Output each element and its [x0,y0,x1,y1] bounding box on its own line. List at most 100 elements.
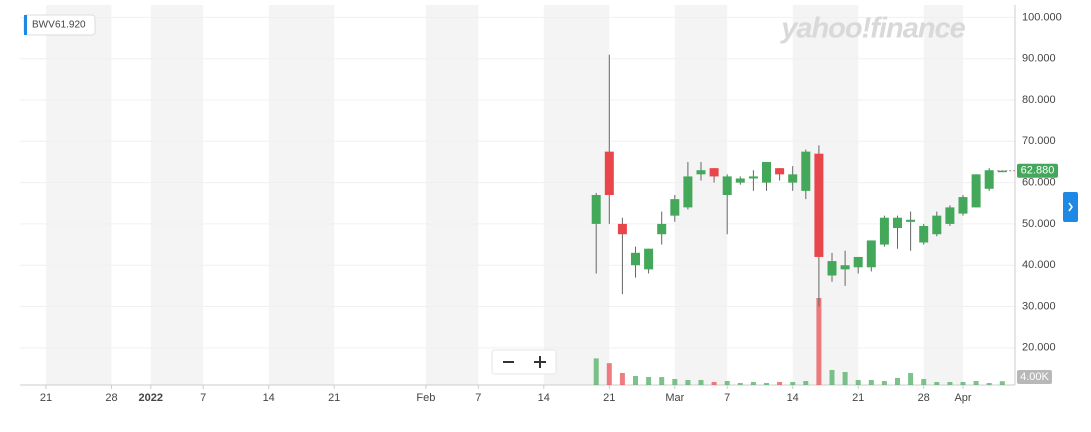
band [268,5,335,385]
x-tick-label: 7 [200,392,206,404]
scroll-right[interactable] [1063,192,1078,222]
volume-bar [895,377,900,385]
scroll-right-icon[interactable] [1068,202,1073,212]
volume-bar [908,373,914,385]
candle-body [814,153,824,257]
x-tick-label: 28 [105,392,117,404]
candle-body [879,217,889,245]
candle-body [631,252,640,266]
volume-bar [633,375,638,385]
x-tick-label: 14 [538,392,550,404]
volume-bar [960,381,966,385]
candle-body [617,223,627,235]
x-tick-label: 14 [787,392,799,404]
volume-bar [619,373,625,385]
x-tick-label: Feb [416,392,435,404]
band [150,5,204,385]
zoom-controls [491,349,557,375]
x-tick-label: Apr [954,392,971,404]
x-tick-label: 21 [328,392,340,404]
x-tick-label: Mar [665,392,684,404]
band [425,5,479,385]
candle-body [840,265,850,270]
candle-body [932,215,942,235]
y-tick-label: 80.000 [1022,94,1056,106]
candle-body [722,176,732,195]
legend-value: 61.920 [55,20,86,31]
volume-bar [816,297,822,385]
x-tick-label: 7 [724,392,730,404]
candle-body [762,161,771,183]
candle-body [748,176,758,179]
band [674,5,728,385]
candle-body [709,168,719,177]
volume-bar [593,358,599,385]
volume-bar [790,381,796,385]
candle-body [997,170,1007,173]
y-tick-label: 90.000 [1022,53,1056,65]
volume-bar [947,381,953,385]
legend: BWV 61.920 [23,14,96,36]
y-tick-label: 60.000 [1022,177,1056,189]
scroll-right-button[interactable] [1063,192,1078,222]
volume-bar [606,363,612,385]
x-tick-label: 21 [40,392,52,404]
candle-body [971,174,981,208]
volume-bar [934,381,940,385]
volume-bar [973,381,979,385]
volume-bar [855,379,861,385]
volume-bar [646,377,652,385]
y-tick-label: 70.000 [1022,135,1056,147]
candle-body [696,170,706,175]
y-tick-label: 40.000 [1022,259,1056,271]
candle-body [827,261,837,276]
legend-swatch [24,15,27,35]
last-price-label: 62.880 [1021,165,1055,177]
x-tick-label: 21 [603,392,615,404]
candle-body [801,151,811,191]
legend-symbol: BWV [32,20,55,31]
y-tick-label: 30.000 [1022,300,1056,312]
grid [20,16,1015,349]
y-tick-label: 100.000 [1022,11,1062,23]
x-tick-label: 21 [852,392,864,404]
candle-body [604,151,614,195]
zoom-box [491,349,557,375]
x-tick-label: 28 [918,392,930,404]
candle-body [670,199,680,216]
volume-bar [803,381,809,385]
volume-bar [999,381,1005,385]
volume-bar [842,371,848,385]
band [792,5,859,385]
volume-bar [711,381,717,385]
volume-bar [685,379,691,385]
volume-bar [881,381,887,385]
week-bands [46,5,963,385]
last-price-box [1017,163,1058,178]
candle-body [591,195,601,224]
volume-bar [986,383,992,385]
candle-body [683,176,693,208]
band [923,5,963,385]
last-volume-label: 4.00K [1020,371,1049,383]
candle-body [775,168,785,175]
volume-bar [777,381,783,385]
volume-bar [724,381,730,385]
x-tick-label: 7 [475,392,481,404]
candle-body [958,197,968,214]
zoom-in[interactable] [534,356,546,368]
candle-body [644,248,654,270]
x-tick-label: 14 [263,392,275,404]
volume-bar [868,379,874,385]
candle-body [906,219,916,222]
candle-body [945,207,955,224]
watermark: yahoo!finance [779,13,965,45]
candle-body [735,178,745,183]
volume-bar [764,383,769,385]
candle-body [919,225,929,243]
volume-bar [672,379,678,385]
candle-body [866,240,876,268]
volume-bar [829,369,835,385]
candle-body [893,217,902,229]
